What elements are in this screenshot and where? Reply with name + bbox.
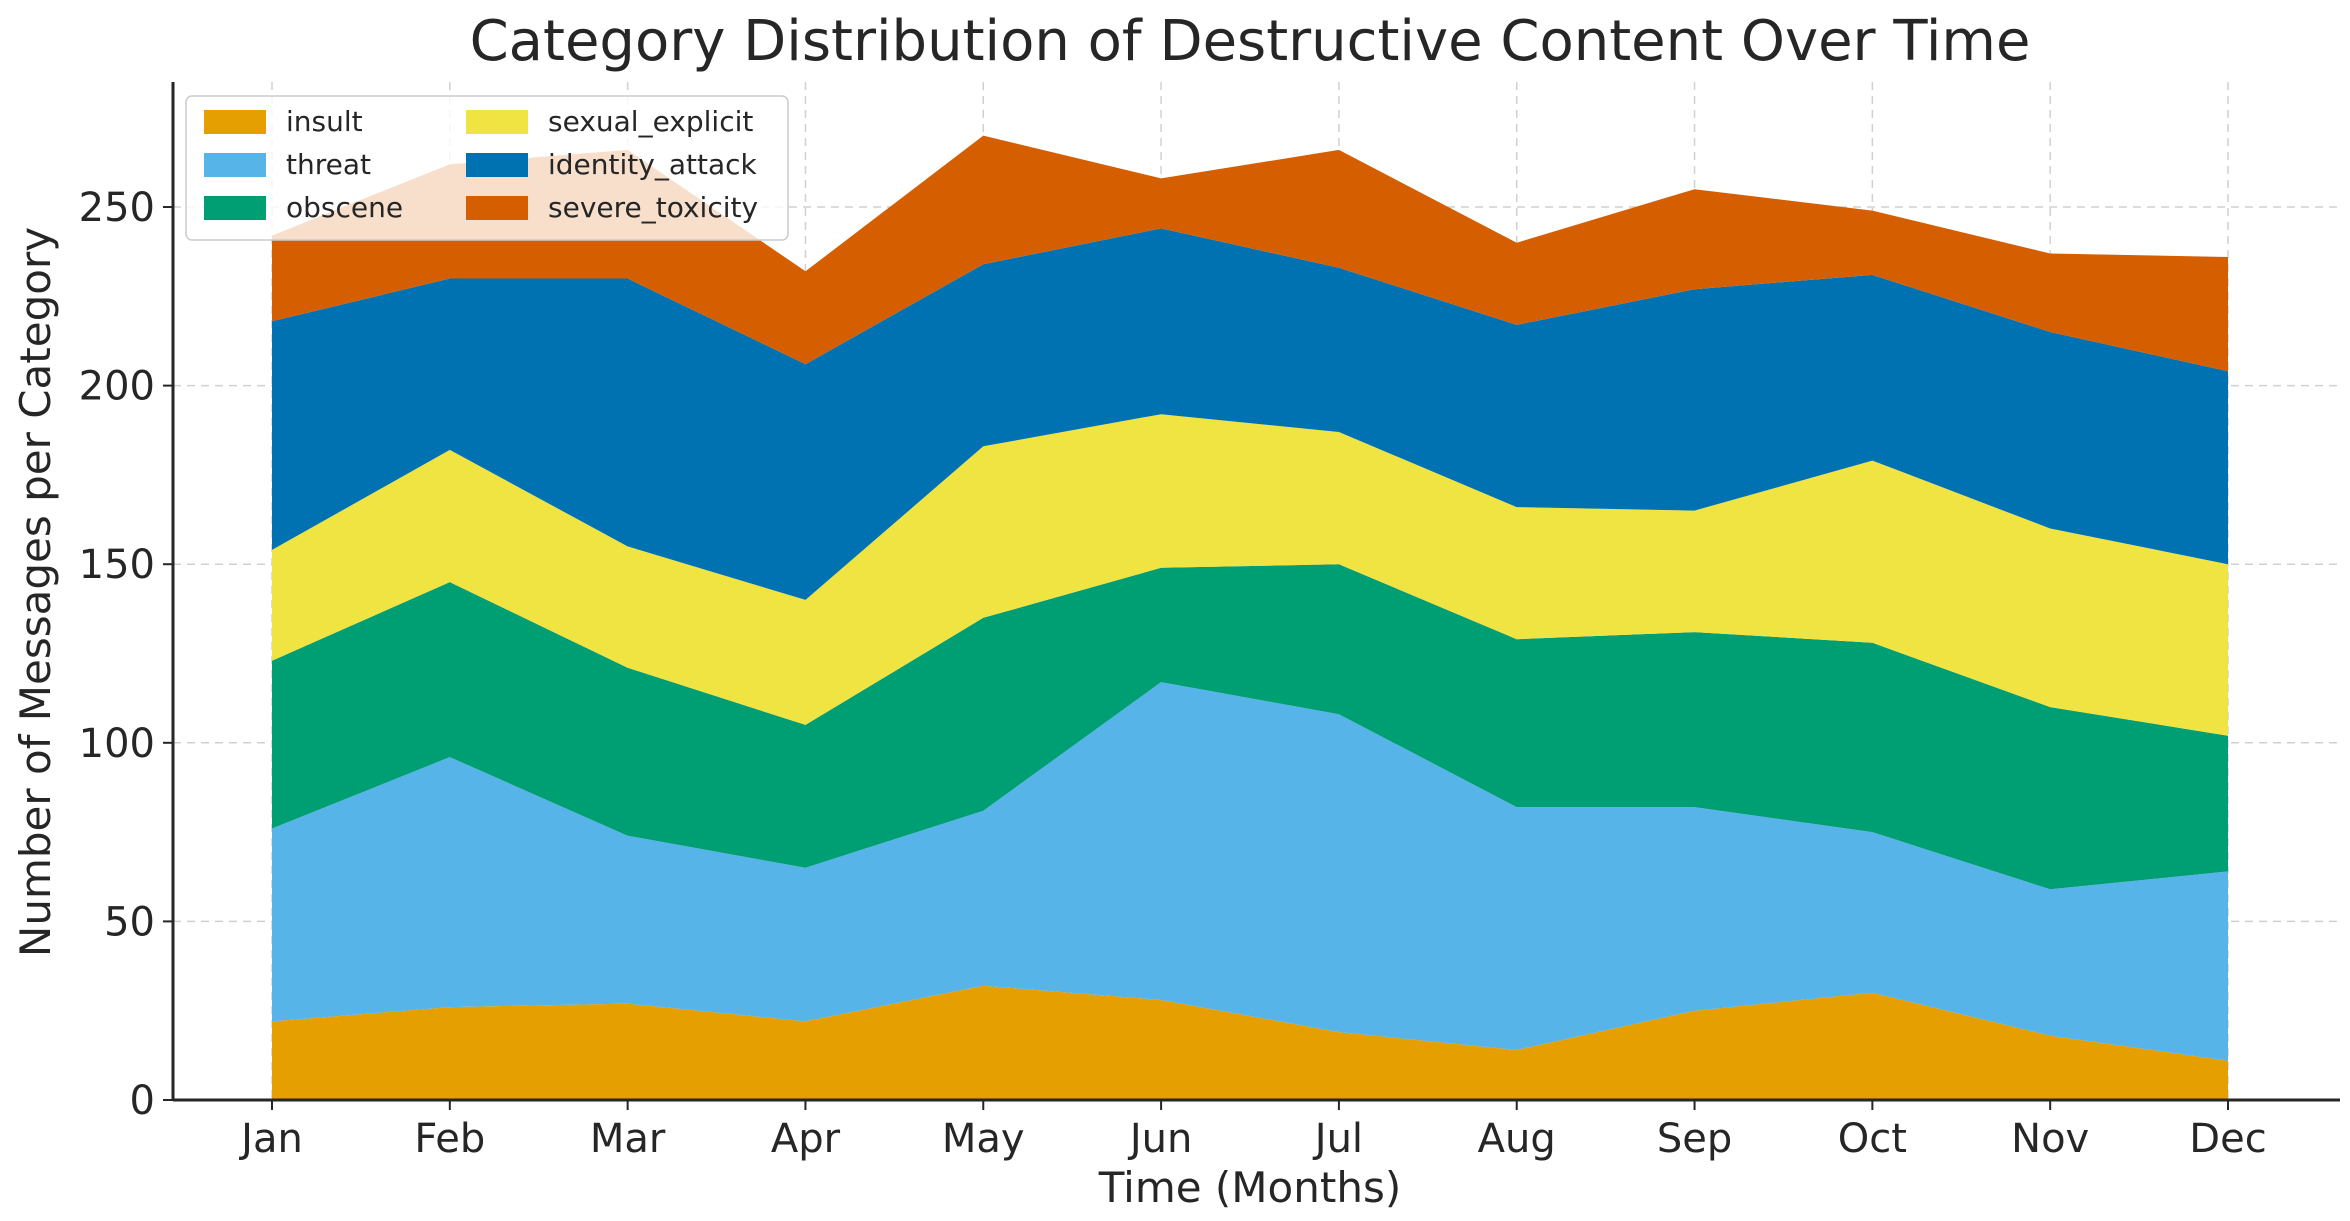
legend-label-threat: threat [286,148,371,181]
legend-swatch-identity-attack [466,153,528,177]
x-tick-label: Apr [771,1116,841,1162]
area-insult [272,985,2228,1100]
legend-label-identity-attack: identity_attack [548,148,758,181]
legend-swatch-insult [204,110,266,134]
area-sexual-explicit [272,414,2228,736]
x-tick-label: Jul [1312,1116,1363,1162]
y-axis-label: Number of Messages per Category [11,227,60,957]
x-tick-label: Mar [590,1116,666,1162]
legend-swatch-obscene [204,196,266,220]
x-tick-label: Sep [1657,1116,1732,1162]
x-tick-label: Jan [238,1116,303,1162]
x-tick-label: Jun [1127,1116,1193,1162]
legend-label-insult: insult [286,105,363,138]
area-threat [272,682,2228,1061]
x-tick-label: Oct [1838,1116,1907,1162]
x-axis-label: Time (Months) [1098,1163,1401,1212]
legend-swatch-sexual-explicit [466,110,528,134]
x-tick-label: Nov [2011,1116,2089,1162]
y-tick-label: 0 [130,1078,155,1124]
legend-swatch-threat [204,153,266,177]
y-tick-label: 200 [79,364,155,410]
y-tick-label: 50 [104,899,155,945]
area-severe-toxicity [272,135,2228,372]
chart-title: Category Distribution of Destructive Con… [470,9,2031,74]
legend-label-obscene: obscene [286,191,403,224]
x-tick-label: May [942,1116,1025,1162]
area-obscene [272,564,2228,890]
x-tick-label: Aug [1478,1116,1556,1162]
legend-label-sexual-explicit: sexual_explicit [548,105,753,138]
x-tick-label: Dec [2189,1116,2266,1162]
y-tick-label: 150 [79,542,155,588]
legend-swatch-severe-toxicity [466,196,528,220]
y-tick-label: 250 [79,185,155,231]
legend-label-severe-toxicity: severe_toxicity [548,191,758,224]
area-identity-attack [272,228,2228,600]
y-tick-label: 100 [79,721,155,767]
x-tick-label: Feb [414,1116,485,1162]
